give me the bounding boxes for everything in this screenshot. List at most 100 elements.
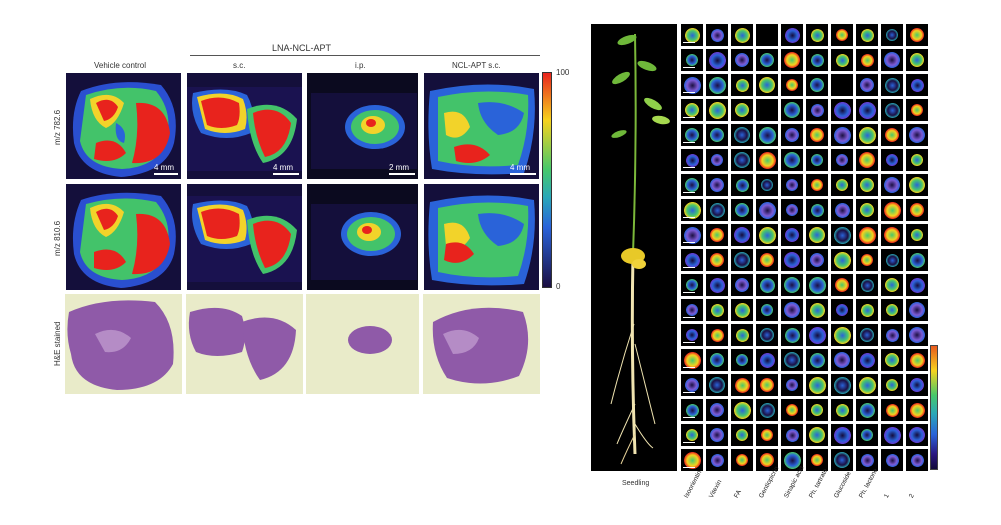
section-spot xyxy=(736,429,748,441)
msi-panel-r2-c2 xyxy=(186,183,303,291)
section-spot xyxy=(909,327,925,343)
section-spot xyxy=(810,203,824,217)
msi-cell xyxy=(706,149,728,171)
section-spot xyxy=(810,128,824,142)
seedling-label: Seedling xyxy=(622,480,650,487)
section-spot xyxy=(710,328,724,342)
section-spot xyxy=(835,403,849,417)
msi-cell xyxy=(706,49,728,71)
msi-cell xyxy=(881,99,903,121)
section-spot xyxy=(859,402,875,418)
column-label: 1 xyxy=(883,492,891,500)
column-label: Isoorientin xyxy=(683,469,704,500)
section-spot xyxy=(686,329,698,341)
scale-bar xyxy=(510,173,536,175)
msi-cell xyxy=(806,374,828,396)
msi-cell xyxy=(881,49,903,71)
msi-cell xyxy=(731,99,753,121)
msi-cell xyxy=(681,99,703,121)
he-panel-c3 xyxy=(306,294,419,394)
msi-cell xyxy=(781,399,803,421)
scale-bar xyxy=(683,242,695,243)
he-panel-c1 xyxy=(65,294,182,394)
section-spot xyxy=(860,203,874,217)
row-label-he: H&E stained xyxy=(53,321,62,366)
section-spot xyxy=(835,53,849,67)
tissue-image xyxy=(66,184,181,290)
msi-cell xyxy=(731,424,753,446)
msi-cell xyxy=(906,449,928,471)
section-spot xyxy=(711,154,723,166)
section-spot xyxy=(734,27,750,43)
msi-cell xyxy=(781,324,803,346)
msi-cell xyxy=(856,449,878,471)
msi-cell xyxy=(681,74,703,96)
msi-cell xyxy=(881,199,903,221)
msi-cell xyxy=(781,424,803,446)
he-panel-c4 xyxy=(423,294,540,394)
msi-cell xyxy=(756,99,778,121)
msi-cell xyxy=(881,274,903,296)
section-spot xyxy=(758,126,776,144)
section-spot xyxy=(810,28,824,42)
msi-cell xyxy=(706,99,728,121)
msi-cell xyxy=(906,224,928,246)
section-spot xyxy=(834,452,850,468)
section-spot xyxy=(709,277,725,293)
section-spot xyxy=(911,229,923,241)
section-spot xyxy=(786,179,798,191)
msi-cell xyxy=(906,24,928,46)
msi-cell xyxy=(856,24,878,46)
msi-cell xyxy=(906,424,928,446)
section-spot xyxy=(710,428,724,442)
group-title: LNA-NCL-APT xyxy=(272,43,332,53)
section-spot xyxy=(860,453,874,467)
row-label-810: m/z 810.6 xyxy=(53,220,62,256)
tissue-image xyxy=(187,184,302,290)
msi-cell xyxy=(706,449,728,471)
section-spot xyxy=(735,178,749,192)
section-spot xyxy=(833,251,851,269)
he-tissue-image xyxy=(423,294,540,394)
he-tissue-image xyxy=(186,294,303,394)
msi-cell xyxy=(731,199,753,221)
msi-cell xyxy=(806,449,828,471)
msi-cell xyxy=(731,24,753,46)
msi-cell xyxy=(856,74,878,96)
msi-cell xyxy=(706,224,728,246)
msi-cell xyxy=(756,299,778,321)
section-spot xyxy=(809,302,825,318)
msi-cell xyxy=(781,174,803,196)
msi-cell xyxy=(806,324,828,346)
msi-cell xyxy=(831,324,853,346)
msi-cell xyxy=(906,74,928,96)
msi-cell xyxy=(831,299,853,321)
section-spot xyxy=(735,328,749,342)
msi-cell xyxy=(831,224,853,246)
section-spot xyxy=(710,178,724,192)
section-spot xyxy=(885,328,899,342)
section-spot xyxy=(735,53,749,67)
section-spot xyxy=(860,303,874,317)
msi-cell xyxy=(731,349,753,371)
msi-cell xyxy=(756,449,778,471)
msi-cell xyxy=(906,274,928,296)
section-spot xyxy=(809,352,825,368)
section-spot xyxy=(784,277,800,293)
tissue-image xyxy=(424,184,539,290)
scale-bar xyxy=(683,167,695,168)
msi-cell xyxy=(906,249,928,271)
section-spot xyxy=(734,302,750,318)
tissue-image xyxy=(307,73,418,179)
section-spot xyxy=(811,404,823,416)
msi-cell xyxy=(681,24,703,46)
section-spot xyxy=(784,302,800,318)
msi-cell xyxy=(806,174,828,196)
msi-cell xyxy=(831,249,853,271)
section-spot xyxy=(710,228,724,242)
msi-cell xyxy=(781,49,803,71)
scale-bar xyxy=(683,392,695,393)
msi-cell xyxy=(781,199,803,221)
section-spot xyxy=(758,226,776,244)
section-spot xyxy=(810,78,824,92)
